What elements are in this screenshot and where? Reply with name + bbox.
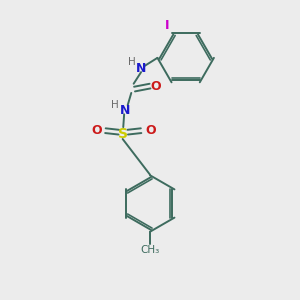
Text: H: H <box>111 100 119 110</box>
Text: CH₃: CH₃ <box>140 245 160 255</box>
Text: O: O <box>151 80 161 93</box>
Text: S: S <box>118 127 128 141</box>
Text: O: O <box>91 124 101 137</box>
Text: N: N <box>119 104 130 117</box>
Text: N: N <box>136 62 146 75</box>
Text: I: I <box>165 19 169 32</box>
Text: H: H <box>128 57 135 67</box>
Text: O: O <box>145 124 156 137</box>
